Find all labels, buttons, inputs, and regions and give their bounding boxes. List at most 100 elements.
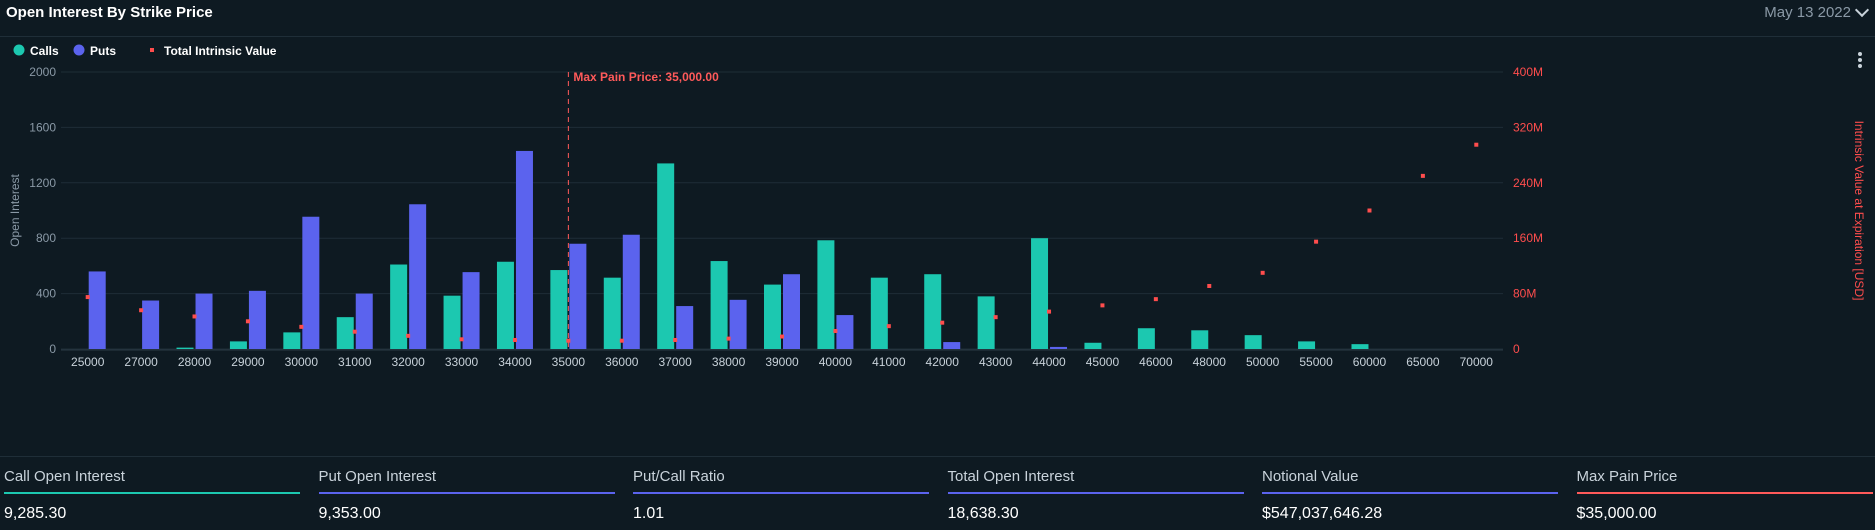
point-intrinsic-38000 — [727, 337, 731, 341]
chevron-down-icon — [1855, 3, 1869, 17]
stat-value: $35,000.00 — [1577, 505, 1657, 523]
point-intrinsic-37000 — [673, 338, 677, 342]
stat-label: Max Pain Price — [1577, 468, 1678, 485]
bar-puts-29000 — [249, 291, 266, 349]
x-tick-label: 33000 — [445, 355, 479, 369]
bar-calls-34000 — [497, 262, 514, 349]
bar-puts-44000 — [1050, 347, 1067, 349]
point-intrinsic-31000 — [353, 330, 357, 334]
legend-swatch — [74, 45, 85, 56]
point-intrinsic-33000 — [460, 337, 464, 341]
x-tick-label: 44000 — [1032, 355, 1066, 369]
x-tick-label: 39000 — [765, 355, 799, 369]
legend-item-calls[interactable]: Calls — [14, 44, 60, 58]
y-tick-label: 400 — [36, 287, 56, 301]
stat-underline — [1577, 492, 1873, 494]
expiry-date-select[interactable]: May 13 2022 — [1764, 4, 1867, 21]
x-tick-label: 31000 — [338, 355, 372, 369]
y-axis-label: Open Interest — [8, 173, 22, 246]
stat-label: Total Open Interest — [948, 468, 1075, 485]
bar-calls-45000 — [1084, 343, 1101, 349]
bar-calls-46000 — [1138, 328, 1155, 349]
point-intrinsic-44000 — [1047, 310, 1051, 314]
stat-value: 9,285.30 — [4, 505, 66, 523]
x-tick-label: 46000 — [1139, 355, 1173, 369]
point-intrinsic-29000 — [246, 319, 250, 323]
y2-tick-label: 320M — [1513, 120, 1543, 134]
y2-tick-label: 400M — [1513, 65, 1543, 79]
x-tick-label: 25000 — [71, 355, 105, 369]
bar-calls-28000 — [177, 348, 194, 349]
stat-max-pain-price: Max Pain Price $35,000.00 — [1573, 457, 1875, 530]
y2-tick-label: 240M — [1513, 176, 1543, 190]
bar-calls-30000 — [283, 332, 300, 349]
point-intrinsic-34000 — [513, 338, 517, 342]
point-intrinsic-48000 — [1207, 284, 1211, 288]
y2-axis-label: Intrinsic Value at Expiration [USD] — [1852, 121, 1866, 301]
stat-underline — [633, 492, 929, 494]
bar-calls-60000 — [1351, 344, 1368, 349]
bar-calls-35000 — [550, 270, 567, 349]
legend-item-puts[interactable]: Puts — [74, 44, 117, 58]
stat-underline — [319, 492, 615, 494]
x-tick-label: 60000 — [1353, 355, 1387, 369]
bar-puts-36000 — [623, 235, 640, 349]
x-tick-label: 27000 — [124, 355, 158, 369]
point-intrinsic-46000 — [1154, 297, 1158, 301]
x-tick-label: 30000 — [285, 355, 319, 369]
header: Open Interest By Strike Price May 13 202… — [0, 0, 1875, 37]
bar-puts-35000 — [569, 244, 586, 349]
y2-tick-label: 0 — [1513, 342, 1520, 356]
stat-put-open-interest: Put Open Interest 9,353.00 — [315, 457, 630, 530]
point-intrinsic-45000 — [1100, 303, 1104, 307]
stat-value: 18,638.30 — [948, 505, 1019, 523]
stat-label: Call Open Interest — [4, 468, 125, 485]
legend-swatch — [150, 48, 154, 52]
x-tick-label: 28000 — [178, 355, 212, 369]
legend-label: Puts — [90, 44, 116, 58]
bar-calls-39000 — [764, 285, 781, 349]
bar-calls-32000 — [390, 265, 407, 349]
point-intrinsic-41000 — [887, 324, 891, 328]
point-intrinsic-25000 — [86, 295, 90, 299]
bar-calls-42000 — [924, 274, 941, 349]
bar-calls-48000 — [1191, 330, 1208, 349]
point-intrinsic-43000 — [994, 315, 998, 319]
bar-calls-40000 — [817, 240, 834, 349]
x-tick-label: 36000 — [605, 355, 639, 369]
x-tick-label: 40000 — [819, 355, 853, 369]
x-tick-label: 70000 — [1460, 355, 1494, 369]
x-tick-label: 32000 — [391, 355, 425, 369]
stat-total-open-interest: Total Open Interest 18,638.30 — [944, 457, 1259, 530]
x-tick-label: 55000 — [1299, 355, 1333, 369]
stat-underline — [1262, 492, 1558, 494]
stat-notional-value: Notional Value $547,037,646.28 — [1258, 457, 1573, 530]
bar-puts-27000 — [142, 301, 159, 349]
x-tick-label: 65000 — [1406, 355, 1440, 369]
point-intrinsic-70000 — [1474, 143, 1478, 147]
x-tick-label: 45000 — [1086, 355, 1120, 369]
bar-calls-55000 — [1298, 341, 1315, 349]
bar-calls-50000 — [1245, 335, 1262, 349]
stat-underline — [948, 492, 1244, 494]
point-intrinsic-28000 — [193, 314, 197, 318]
page-title: Open Interest By Strike Price — [6, 4, 213, 21]
bar-puts-25000 — [89, 271, 106, 349]
legend-swatch — [14, 45, 25, 56]
bar-puts-28000 — [196, 294, 213, 349]
x-tick-label: 29000 — [231, 355, 265, 369]
x-tick-label: 34000 — [498, 355, 532, 369]
x-tick-label: 48000 — [1193, 355, 1227, 369]
legend-item-total-intrinsic-value[interactable]: Total Intrinsic Value — [150, 44, 277, 58]
point-intrinsic-65000 — [1421, 174, 1425, 178]
stat-underline — [4, 492, 300, 494]
bar-calls-38000 — [711, 261, 728, 349]
point-intrinsic-42000 — [940, 321, 944, 325]
max-pain-label: Max Pain Price: 35,000.00 — [573, 70, 719, 84]
y-tick-label: 0 — [49, 342, 56, 356]
point-intrinsic-32000 — [406, 334, 410, 338]
x-tick-label: 43000 — [979, 355, 1013, 369]
stat-label: Put/Call Ratio — [633, 468, 725, 485]
y2-tick-label: 160M — [1513, 231, 1543, 245]
